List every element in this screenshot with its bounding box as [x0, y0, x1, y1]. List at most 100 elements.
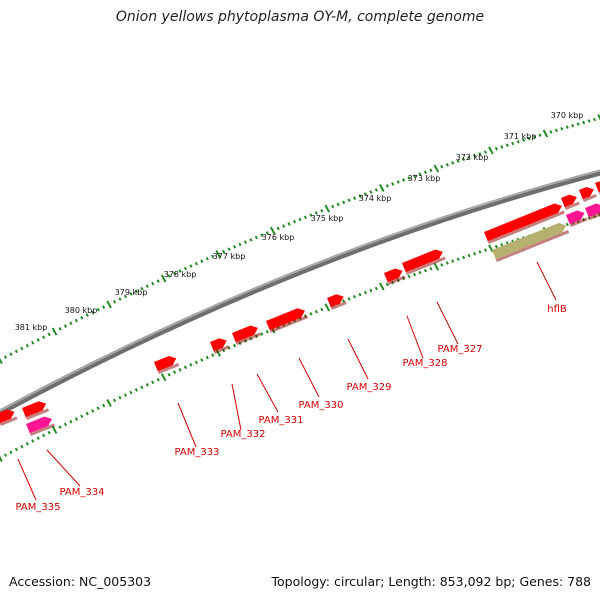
pam332-cds-body [210, 338, 227, 352]
outer-tick [391, 182, 395, 186]
gene-label: PAM_334 [60, 487, 105, 498]
inner-tick [63, 422, 68, 427]
hflB-cds [484, 203, 565, 245]
inner-tick [369, 288, 373, 293]
pam331-cds-shadow [235, 332, 261, 346]
inner-tick [483, 248, 488, 252]
inner-tick [352, 294, 357, 299]
leader-line [536, 261, 557, 301]
inner-tick [112, 398, 117, 403]
outer-tick [347, 198, 351, 203]
inner-tick [25, 441, 29, 446]
outer-tick [102, 305, 106, 309]
cds-pink-2-shadow [588, 210, 600, 221]
outer-tick [20, 346, 24, 351]
gene-label: PAM_329 [347, 382, 392, 393]
inner-tick [91, 409, 95, 413]
kbp-labels: 370 kbp 371 kbp 372 kbp 373 kbp 374 kbp 375 k… [15, 111, 584, 332]
pam334-cds-body [22, 401, 47, 418]
outer-tick [189, 264, 193, 268]
outer-tick [396, 180, 400, 184]
outer-tick [254, 235, 258, 240]
outer-tick [467, 155, 471, 160]
outer-tick [549, 130, 553, 134]
outer-tick [51, 327, 58, 336]
outer-tick [222, 249, 226, 254]
cds-edge-shadow [0, 416, 18, 427]
backbone-shadow [0, 169, 600, 417]
outer-tick [123, 294, 128, 299]
pam330-cds-shadow [269, 315, 308, 334]
outer-tick [374, 188, 378, 192]
kbp-label: 376 kbp [262, 233, 295, 242]
inner-tick [183, 365, 188, 370]
outer-tick [500, 145, 504, 149]
pam333-cds [154, 356, 180, 375]
gene-label: PAM_330 [299, 400, 344, 411]
outer-tick [303, 215, 308, 220]
outer-tick [511, 141, 515, 146]
outer-tick [462, 157, 466, 162]
kbp-label: 370 kbp [551, 111, 584, 120]
gene-label: PAM_327 [438, 344, 483, 355]
inner-tick [205, 355, 209, 360]
map-title: Onion yellows phytoplasma OY-M, complete… [115, 9, 485, 25]
outer-tick [324, 204, 331, 213]
outer-tick [451, 161, 455, 165]
pam335-cds-shadow [29, 423, 55, 437]
outer-tick [292, 219, 297, 224]
cds-small-3 [595, 181, 600, 196]
outer-tick [472, 153, 477, 158]
outer-tick [63, 324, 68, 328]
outer-tick [423, 170, 428, 175]
pam330-cds-body [266, 308, 305, 331]
outer-tick [483, 150, 488, 154]
outer-tick [282, 224, 286, 228]
leader-line [46, 449, 81, 487]
outer-tick-ring [0, 113, 600, 365]
inner-tick [14, 447, 18, 452]
inner-tick [265, 329, 269, 334]
outer-tick [532, 135, 537, 139]
outer-tick [597, 113, 600, 123]
inner-tick [565, 222, 569, 227]
leader-line [17, 458, 37, 501]
inner-tick [418, 270, 422, 275]
pam331-cds-body [232, 325, 258, 343]
inner-tick [134, 388, 138, 392]
outer-tick [582, 120, 586, 125]
inner-tick [358, 292, 362, 297]
outer-tick [429, 168, 433, 173]
kbp-label: 374 kbp [359, 194, 392, 203]
outer-tick [592, 117, 597, 122]
outer-tick [320, 209, 324, 213]
hflB-cds-body [484, 203, 562, 242]
inner-tick [160, 373, 167, 382]
outer-tick [412, 174, 417, 178]
cds-pink-1 [566, 210, 588, 228]
inner-tick [145, 383, 149, 387]
hflB-feature-body [492, 223, 567, 260]
outer-tick [571, 123, 575, 128]
outer-tick [363, 192, 368, 196]
hflB-feature-shadow [495, 230, 570, 263]
gene-label: PAM_328 [403, 358, 448, 369]
outer-tick [58, 326, 62, 331]
pam330-cds [266, 308, 308, 334]
inner-tick [200, 358, 204, 362]
outer-tick [200, 259, 204, 263]
pam335-cds [26, 416, 55, 437]
pam334-cds [22, 401, 50, 421]
cds-pink-1-body [566, 210, 585, 225]
outer-tick [554, 128, 558, 133]
outer-tick [47, 332, 51, 337]
outer-tick [440, 164, 444, 169]
outer-tick [0, 355, 3, 365]
cds-edge [0, 409, 18, 427]
inner-tick [189, 363, 193, 367]
hflB-feature [492, 223, 570, 263]
inner-tick [374, 286, 378, 291]
inner-tick [314, 309, 318, 314]
